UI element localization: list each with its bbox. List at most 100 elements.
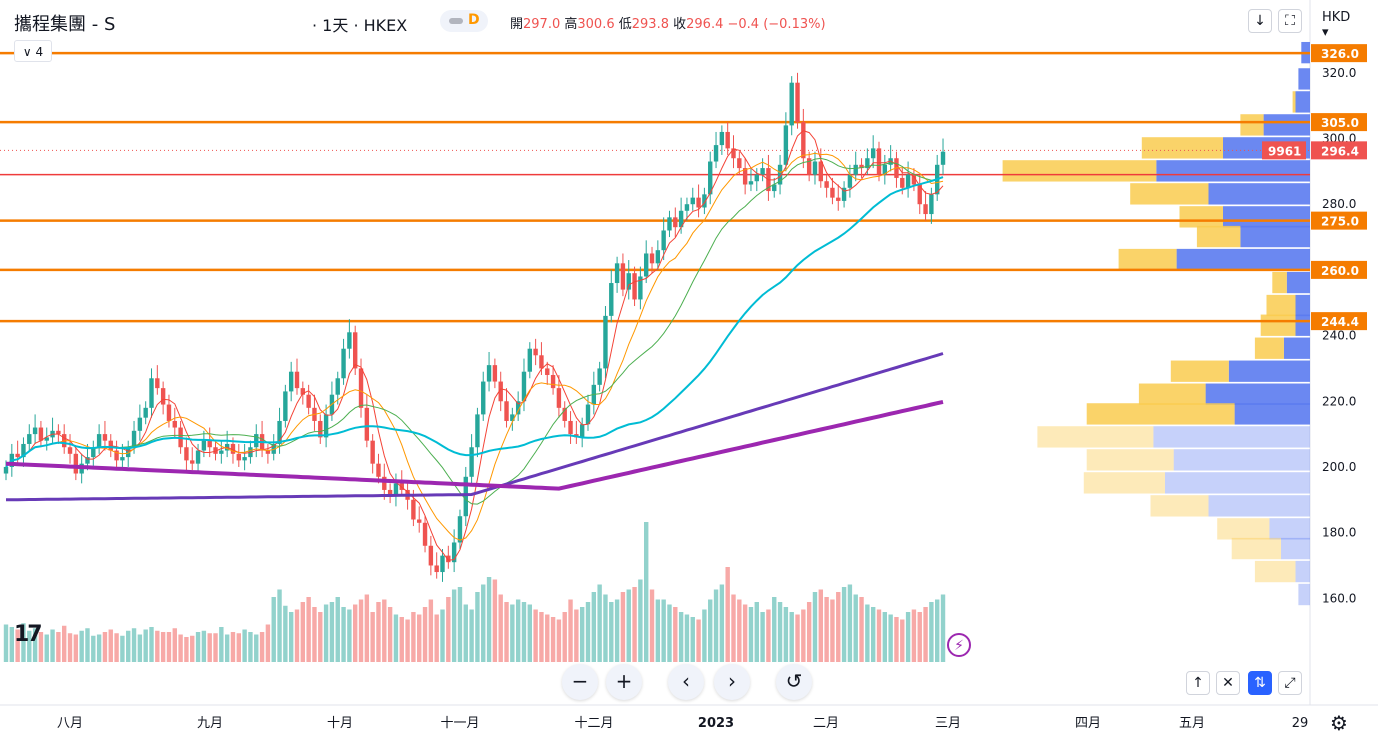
volume-bar <box>638 579 643 662</box>
candle-body <box>783 125 789 165</box>
close-button[interactable]: ✕ <box>1216 671 1240 695</box>
volume-profile-down-bar <box>1228 360 1310 382</box>
volume-bar <box>160 632 166 662</box>
volume-bar <box>300 602 306 662</box>
candle-body <box>533 348 538 356</box>
time-tick-label: 二月 <box>813 716 839 731</box>
volume-bar <box>865 604 870 662</box>
volume-bar <box>364 594 370 662</box>
candle-body <box>626 273 631 290</box>
volume-profile-down-bar <box>1223 206 1310 228</box>
level-price-label: 305.0 <box>1321 116 1359 130</box>
open-label: 開 <box>510 17 524 32</box>
candle-body <box>27 434 32 444</box>
candle-body <box>841 187 847 201</box>
volume-profile-up-bar <box>1231 537 1281 560</box>
ma10-line <box>5 152 944 541</box>
candle-body <box>777 164 783 185</box>
candle-body <box>649 253 655 264</box>
ma50-line <box>5 176 944 468</box>
volume-bar <box>690 617 695 662</box>
interval-exchange[interactable]: · 1天 · HKEX <box>312 16 408 35</box>
candle-body <box>38 427 44 441</box>
candle-body <box>277 420 282 444</box>
symbol-title[interactable]: 攜程集團 - S <box>14 14 116 35</box>
auto-scale-button[interactable]: ⇅ <box>1248 671 1272 695</box>
volume-profile-up-bar <box>1254 337 1284 359</box>
volume-bar <box>469 609 474 662</box>
volume-profile-down-bar <box>1208 495 1310 517</box>
volume-profile-down-bar <box>1286 271 1310 294</box>
candle-body <box>242 457 247 461</box>
fullscreen-toggle-button[interactable]: ⛶ <box>1278 9 1302 33</box>
volume-profile-down-bar <box>1295 294 1310 317</box>
volume-bar <box>265 624 271 662</box>
candle-body <box>434 565 439 573</box>
candle-body <box>207 440 212 448</box>
volume-profile-down-bar <box>1208 183 1310 205</box>
volume-bar <box>184 637 189 662</box>
volume-bar <box>67 633 73 662</box>
candle-body <box>731 148 736 159</box>
price-tick-label: 220.0 <box>1322 394 1356 408</box>
fullscreen-button[interactable]: ⤢ <box>1278 671 1302 695</box>
candle-body <box>824 181 829 188</box>
volume-bar <box>504 602 509 662</box>
download-button[interactable]: ↓ <box>1248 9 1272 33</box>
volume-bar <box>649 589 655 662</box>
reset-chart-button[interactable]: ↺ <box>776 664 812 700</box>
volume-bar <box>882 612 888 662</box>
lightning-icon[interactable]: ⚡ <box>947 633 971 657</box>
gear-icon[interactable]: ⚙ <box>1330 711 1348 735</box>
countdown-label: 9961 <box>1268 144 1301 158</box>
candle-body <box>742 168 748 185</box>
volume-bar <box>312 607 317 662</box>
price-tick-label: 180.0 <box>1322 526 1356 540</box>
candle-body <box>393 483 399 497</box>
zoom-out-button[interactable]: − <box>562 664 598 700</box>
volume-bar <box>562 612 567 662</box>
volume-profile-down-bar <box>1281 537 1310 560</box>
volume-bar <box>748 607 754 662</box>
candle-body <box>184 447 189 461</box>
scroll-back-button[interactable]: ‹ <box>668 664 704 700</box>
volume-bar <box>32 628 38 662</box>
volume-profile-down-bar <box>1176 248 1310 271</box>
zoom-in-button[interactable]: + <box>606 664 642 700</box>
volume-bar <box>131 628 137 662</box>
volume-bar <box>178 634 183 662</box>
last-price-tag <box>1311 141 1367 160</box>
scroll-up-button[interactable]: ↑ <box>1186 671 1210 695</box>
volume-bar <box>678 612 684 662</box>
volume-bar <box>79 630 84 662</box>
candle-body <box>201 440 207 451</box>
candle-body <box>539 355 544 369</box>
volume-bar <box>725 567 730 662</box>
candle-body <box>67 447 73 454</box>
currency-selector[interactable]: HKD ▾ <box>1322 10 1351 40</box>
volume-bar <box>853 594 858 662</box>
data-mode-badge[interactable]: D <box>440 10 488 32</box>
volume-bar <box>347 609 352 662</box>
candle-body <box>870 148 876 159</box>
last-price-label: 296.4 <box>1321 144 1359 158</box>
volume-bar <box>236 633 241 662</box>
level-price-tag <box>1311 211 1367 230</box>
candle-body <box>126 447 131 458</box>
volume-bar <box>801 609 806 662</box>
ma20-line <box>5 157 944 505</box>
candle-body <box>44 437 49 441</box>
candle-body <box>306 394 311 408</box>
volume-bar <box>3 624 9 662</box>
candle-body <box>341 348 346 379</box>
time-tick-label: 2023 <box>698 716 734 731</box>
close-value: 296.4 <box>686 17 724 32</box>
volume-bar <box>457 587 463 662</box>
candle-body <box>702 194 707 208</box>
tradingview-logo: 17 <box>14 622 43 647</box>
candle-body <box>166 404 172 421</box>
candle-body <box>923 204 928 215</box>
indicator-toggle[interactable]: ∨ 4 <box>14 40 52 62</box>
scroll-forward-button[interactable]: › <box>714 664 750 700</box>
